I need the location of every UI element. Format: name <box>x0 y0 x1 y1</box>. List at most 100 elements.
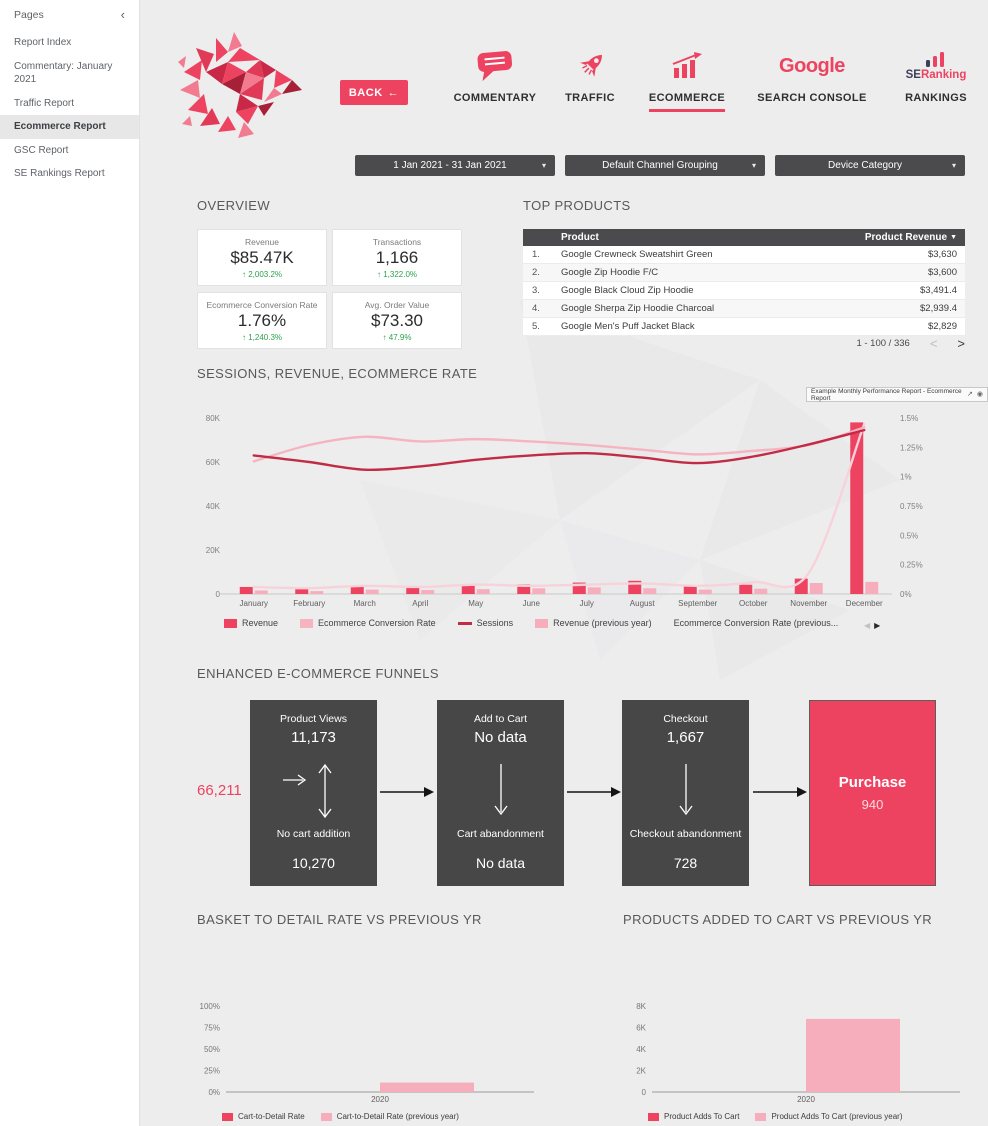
metric-delta: ↑ 1,322.0% <box>376 270 418 279</box>
abandonment-arrow-icon <box>493 764 508 816</box>
legend-prev-icon[interactable]: ◀ <box>864 621 871 630</box>
svg-text:100%: 100% <box>200 1002 220 1011</box>
legend-item[interactable]: Product Adds To Cart <box>648 1112 739 1121</box>
metric-value: 1,166 <box>375 248 419 267</box>
back-button[interactable]: BACK ← <box>340 80 408 105</box>
nav-item-rankings[interactable]: SERanking RANKINGS <box>871 40 988 109</box>
row-product: Google Crewneck Sweatshirt Green <box>561 249 713 260</box>
legend-label: Product Adds To Cart (previous year) <box>771 1112 903 1121</box>
row-revenue: $2,829 <box>927 321 957 332</box>
ranking-text: Ranking <box>920 69 967 81</box>
row-revenue: $3,630 <box>927 249 957 260</box>
nav-item-commentary[interactable]: COMMENTARY <box>430 40 560 109</box>
legend-swatch <box>648 1112 659 1121</box>
sidebar-item-gsc-report[interactable]: GSC Report <box>14 144 69 156</box>
row-rank: 2. <box>532 267 540 278</box>
dropdown-caret-icon: ▾ <box>751 161 756 170</box>
scorecard-revenue: Revenue $85.47K ↑ 2,003.2% <box>197 229 327 286</box>
table-row: 4. Google Sherpa Zip Hoodie Charcoal $2,… <box>523 300 965 318</box>
date-range-value: 1 Jan 2021 - 31 Jan 2021 <box>393 160 507 171</box>
legend-item-conversion-rate[interactable]: Ecommerce Conversion Rate <box>300 618 436 628</box>
svg-text:0: 0 <box>642 1088 647 1097</box>
row-rank: 3. <box>532 285 540 296</box>
channel-grouping-value: Default Channel Grouping <box>602 160 718 171</box>
svg-text:December: December <box>846 599 883 608</box>
legend-next-icon[interactable]: ▶ <box>874 621 881 630</box>
row-product: Google Men's Puff Jacket Black <box>561 321 695 332</box>
row-rank: 5. <box>532 321 540 332</box>
svg-text:0.25%: 0.25% <box>900 561 923 570</box>
legend-item-conversion-rate-previous[interactable]: Ecommerce Conversion Rate (previous... <box>674 618 839 628</box>
funnel-title: ENHANCED E-COMMERCE FUNNELS <box>197 666 439 681</box>
row-revenue: $3,491.4 <box>920 285 957 296</box>
legend-label: Ecommerce Conversion Rate (previous... <box>673 618 839 628</box>
funnel-arrow-icon <box>567 787 621 797</box>
sort-desc-icon: ▼ <box>950 234 957 241</box>
chart-legend: Revenue Ecommerce Conversion Rate Sessio… <box>224 618 838 628</box>
table-pagination: 1 - 100 / 336 < > <box>700 337 965 350</box>
row-revenue: $3,600 <box>927 267 957 278</box>
legend-item[interactable]: Product Adds To Cart (previous year) <box>755 1112 902 1121</box>
funnel-stage-product-views: Product Views 11,173 No cart addition 10… <box>250 700 377 886</box>
svg-text:April: April <box>412 599 428 608</box>
product-adds-chart: 0 2K 4K 6K 8K 2020 <box>636 1002 960 1104</box>
row-product: Google Black Cloud Zip Hoodie <box>561 285 694 296</box>
back-arrow-icon: ← <box>387 86 400 99</box>
sidebar-item-se-rankings-report[interactable]: SE Rankings Report <box>14 168 105 179</box>
rocket-icon <box>580 54 603 77</box>
legend-scroll: ◀ ▶ <box>864 621 880 630</box>
metric-value: $85.47K <box>230 248 294 267</box>
stage-bottom-value: 10,270 <box>292 855 335 871</box>
legend-swatch <box>320 1112 332 1121</box>
lion-logo <box>178 32 312 145</box>
sidebar-item-report-index[interactable]: Report Index <box>14 37 72 48</box>
sidebar-item-commentary[interactable]: Commentary: January 2021 <box>14 60 113 86</box>
svg-text:75%: 75% <box>204 1024 220 1033</box>
purchase-value: 940 <box>861 797 884 812</box>
nav-item-ecommerce[interactable]: ECOMMERCE <box>622 40 752 112</box>
se-text: SE <box>905 69 921 81</box>
svg-text:June: June <box>523 599 541 608</box>
metric-delta: ↑ 2,003.2% <box>241 270 283 279</box>
stage-top-value: 1,667 <box>666 729 705 746</box>
se-ranking-logo: SERanking <box>905 51 967 81</box>
legend-item-revenue[interactable]: Revenue <box>224 618 278 628</box>
legend-item[interactable]: Cart-to-Detail Rate (previous year) <box>320 1112 459 1121</box>
sidebar-item-ecommerce-report[interactable]: Ecommerce Report <box>0 115 139 139</box>
date-range-filter[interactable]: 1 Jan 2021 - 31 Jan 2021 ▾ <box>355 155 555 176</box>
row-product: Google Zip Hoodie F/C <box>561 267 659 278</box>
stage-bottom-label: Checkout abandonment <box>629 828 742 840</box>
speech-bubble-icon <box>477 51 513 82</box>
device-category-filter[interactable]: Device Category ▾ <box>775 155 965 176</box>
open-in-new-icon[interactable]: ↗ <box>967 391 973 398</box>
nav-label-search-console: SEARCH CONSOLE <box>757 92 867 104</box>
legend-item[interactable]: Cart-to-Detail Rate <box>222 1112 305 1121</box>
sidebar-item-traffic-report[interactable]: Traffic Report <box>14 97 75 109</box>
svg-text:2020: 2020 <box>371 1095 389 1104</box>
pagination-prev-icon[interactable]: < <box>929 336 938 351</box>
adds-chart-title: PRODUCTS ADDED TO CART VS PREVIOUS YR <box>623 912 933 927</box>
funnel-stage-add-to-cart: Add to Cart No data Cart abandonment No … <box>437 700 564 886</box>
metric-label: Ecommerce Conversion Rate <box>206 300 318 310</box>
sidebar-collapse-icon[interactable]: ‹ <box>120 7 125 22</box>
svg-text:0.75%: 0.75% <box>900 502 923 511</box>
column-header-revenue[interactable]: Product Revenue ▼ <box>865 232 965 243</box>
cart-flow-arrows-icon <box>282 763 332 819</box>
funnel-total-sessions: 66,211 <box>197 782 242 799</box>
svg-text:August: August <box>630 599 656 608</box>
funnel-arrow-icon <box>380 787 434 797</box>
pagination-range: 1 - 100 / 336 <box>856 338 910 349</box>
nav-item-search-console[interactable]: Google SEARCH CONSOLE <box>747 40 877 109</box>
legend-swatch <box>755 1112 767 1121</box>
channel-grouping-filter[interactable]: Default Channel Grouping ▾ <box>565 155 765 176</box>
basket-chart-title: BASKET TO DETAIL RATE VS PREVIOUS YR <box>197 912 482 927</box>
pagination-next-icon[interactable]: > <box>957 336 965 351</box>
sidebar-title: Pages <box>14 8 44 21</box>
eye-icon[interactable]: ◉ <box>976 391 983 398</box>
legend-item-revenue-previous[interactable]: Revenue (previous year) <box>535 618 652 628</box>
row-rank: 4. <box>532 303 540 314</box>
legend-item-sessions[interactable]: Sessions <box>457 618 513 628</box>
nav-item-traffic[interactable]: TRAFFIC <box>525 40 655 109</box>
top-products-title: TOP PRODUCTS <box>523 198 631 213</box>
stage-top-value: No data <box>474 729 527 746</box>
